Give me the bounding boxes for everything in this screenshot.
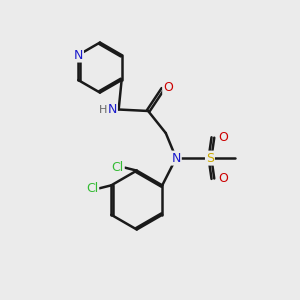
Text: O: O — [163, 81, 173, 94]
Text: Cl: Cl — [86, 182, 98, 195]
Text: S: S — [206, 152, 214, 165]
Text: Cl: Cl — [112, 161, 124, 174]
Text: N: N — [171, 152, 181, 165]
Text: N: N — [107, 103, 117, 116]
Text: N: N — [74, 49, 83, 62]
Text: O: O — [218, 131, 228, 144]
Text: O: O — [218, 172, 228, 185]
Text: H: H — [99, 104, 108, 115]
